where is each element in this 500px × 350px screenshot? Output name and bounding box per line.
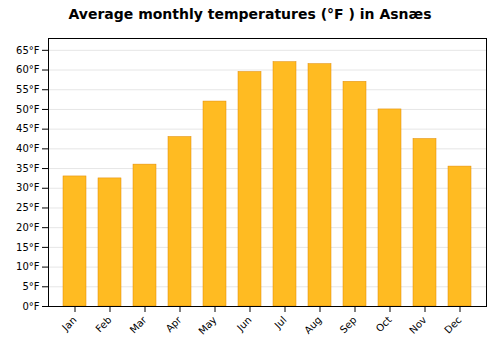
- svg-text:Dec: Dec: [442, 314, 463, 335]
- svg-text:Jul: Jul: [272, 314, 289, 331]
- svg-text:50°F: 50°F: [16, 104, 40, 115]
- svg-text:20°F: 20°F: [16, 222, 40, 233]
- svg-text:Sep: Sep: [338, 314, 359, 335]
- svg-text:45°F: 45°F: [16, 123, 40, 134]
- svg-text:Jun: Jun: [234, 314, 254, 334]
- svg-text:40°F: 40°F: [16, 143, 40, 154]
- svg-text:65°F: 65°F: [16, 45, 40, 56]
- svg-text:60°F: 60°F: [16, 64, 40, 75]
- svg-text:Apr: Apr: [164, 314, 185, 335]
- svg-text:5°F: 5°F: [22, 281, 39, 292]
- svg-text:35°F: 35°F: [16, 163, 40, 174]
- svg-text:55°F: 55°F: [16, 84, 40, 95]
- html-text:Average monthly temperatures (: Average monthly temperatures (°F ) in As…: [68, 6, 432, 22]
- svg-text:10°F: 10°F: [16, 261, 40, 272]
- svg-text:Nov: Nov: [407, 314, 429, 336]
- svg-text:Feb: Feb: [93, 314, 113, 334]
- svg-text:0°F: 0°F: [22, 301, 39, 312]
- svg-text:15°F: 15°F: [16, 242, 40, 253]
- svg-text:Jan: Jan: [59, 314, 78, 333]
- svg-text:May: May: [196, 314, 218, 336]
- svg-text:Mar: Mar: [128, 314, 150, 336]
- svg-text:30°F: 30°F: [16, 182, 40, 193]
- svg-text:Oct: Oct: [374, 314, 394, 334]
- svg-text:Aug: Aug: [302, 314, 324, 336]
- svg-text:25°F: 25°F: [16, 202, 40, 213]
